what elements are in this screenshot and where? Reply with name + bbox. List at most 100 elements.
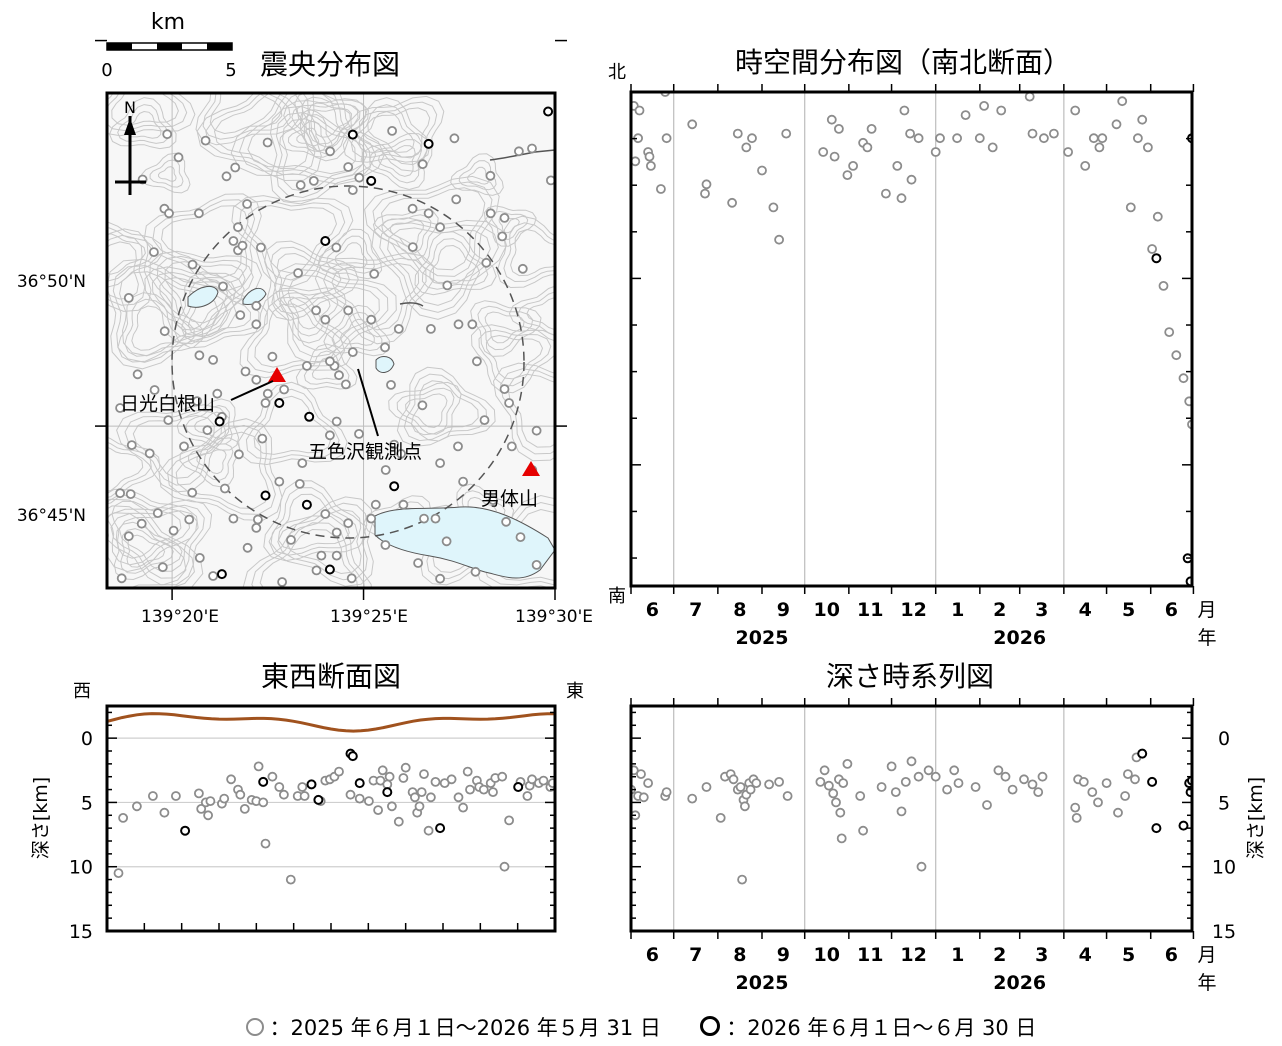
- epicenter-point: [501, 516, 512, 527]
- depth-tick-label: 0: [1218, 728, 1230, 750]
- epicenter-point: [168, 525, 179, 536]
- contour-line: [294, 93, 369, 152]
- contour-line: [483, 205, 537, 247]
- epicenter-point: [123, 292, 134, 303]
- month-label: 1: [951, 599, 964, 621]
- contour-line: [112, 265, 229, 363]
- lat-label-45: 36°45'N: [17, 506, 86, 526]
- st-point: [881, 188, 891, 199]
- north-arrow-icon: [115, 116, 146, 195]
- contour-line: [372, 208, 439, 261]
- contour-line: [477, 305, 534, 351]
- ew-point: [419, 769, 429, 779]
- st-point: [834, 123, 844, 134]
- epicenter-point: [311, 305, 322, 316]
- epicenter-point-recent: [347, 129, 358, 140]
- epicenter-point: [255, 242, 266, 253]
- dt-point: [740, 801, 750, 812]
- contour-line: [410, 380, 479, 436]
- ew-point: [267, 771, 278, 782]
- ew-title: 東西断面図: [261, 660, 401, 693]
- contour-line: [107, 498, 204, 588]
- epicenter-point: [320, 509, 331, 519]
- epicenter-point: [453, 319, 464, 330]
- st-point: [1070, 105, 1081, 116]
- year-label: 2026: [993, 627, 1046, 649]
- contour-line: [467, 166, 490, 185]
- ew-point: [118, 813, 128, 823]
- epicenter-point: [173, 152, 184, 163]
- contour-line: [116, 404, 230, 493]
- dt-point-recent: [1151, 823, 1162, 834]
- contour-line: [157, 166, 177, 182]
- epicenter-point: [208, 354, 219, 365]
- st-point: [848, 160, 858, 171]
- contour-line: [175, 431, 270, 510]
- month-label: 9: [777, 944, 790, 966]
- depth-tick-label: 10: [69, 857, 93, 879]
- dt-point: [815, 777, 826, 787]
- month-label: 7: [689, 944, 702, 966]
- epicenter-point: [386, 379, 396, 390]
- epicenter-point: [419, 513, 429, 524]
- contour-line: [339, 318, 375, 346]
- ew-point: [131, 801, 142, 812]
- epicenter-point: [233, 222, 243, 233]
- contour-line: [245, 388, 340, 460]
- contour-line: [156, 255, 254, 331]
- st-south-label: 南: [608, 586, 626, 607]
- contour-line: [149, 250, 263, 338]
- dt-point: [1000, 771, 1011, 782]
- st-point: [1049, 128, 1059, 139]
- dt-point: [638, 792, 649, 803]
- epicenter-point: [347, 185, 358, 196]
- epicenter-point: [430, 513, 441, 524]
- epicenter-point: [262, 388, 273, 399]
- contour-line: [126, 534, 166, 568]
- month-label: 6: [646, 944, 659, 966]
- ew-point-recent: [347, 751, 358, 762]
- epicenter-point: [316, 550, 327, 561]
- epicenter-point: [442, 280, 453, 291]
- month-label: 1: [951, 944, 964, 966]
- epicenter-point-recent: [214, 416, 225, 427]
- epicenter-point: [126, 440, 137, 451]
- contour-line: [230, 93, 371, 185]
- st-point: [818, 147, 829, 157]
- st-point: [732, 128, 743, 139]
- dt-point: [715, 813, 726, 823]
- month-label: 3: [1035, 944, 1048, 966]
- month-unit-label: 月: [1197, 944, 1216, 966]
- st-point: [747, 133, 757, 144]
- epicenter-point: [340, 379, 351, 390]
- month-label: 8: [733, 944, 746, 966]
- dt-point: [835, 807, 846, 818]
- epicenter-point: [320, 314, 331, 325]
- st-point: [1039, 133, 1049, 144]
- contour-line: [308, 102, 353, 138]
- ew-point: [414, 801, 425, 812]
- dt-point: [1019, 774, 1029, 785]
- dt-point: [728, 774, 739, 785]
- contour-line: [119, 271, 220, 357]
- epicenter-point: [467, 319, 478, 330]
- epicenter-point: [499, 212, 510, 223]
- dt-point: [913, 771, 924, 782]
- epicenter-point: [380, 465, 391, 475]
- ew-west-label: 西: [73, 681, 91, 702]
- st-point: [1027, 128, 1038, 139]
- month-label: 4: [1079, 599, 1092, 621]
- contour-line: [371, 217, 508, 320]
- scale-bar: [106, 42, 233, 51]
- dt-point: [1070, 802, 1081, 813]
- depth-tick-label: 5: [1218, 792, 1230, 814]
- map-epicenters: [115, 106, 555, 587]
- epicenter-point: [407, 242, 418, 253]
- contour-line: [396, 387, 455, 435]
- st-point: [1147, 244, 1157, 254]
- contour-line: [238, 381, 348, 466]
- month-label: 11: [857, 599, 883, 621]
- contour-line: [164, 261, 246, 324]
